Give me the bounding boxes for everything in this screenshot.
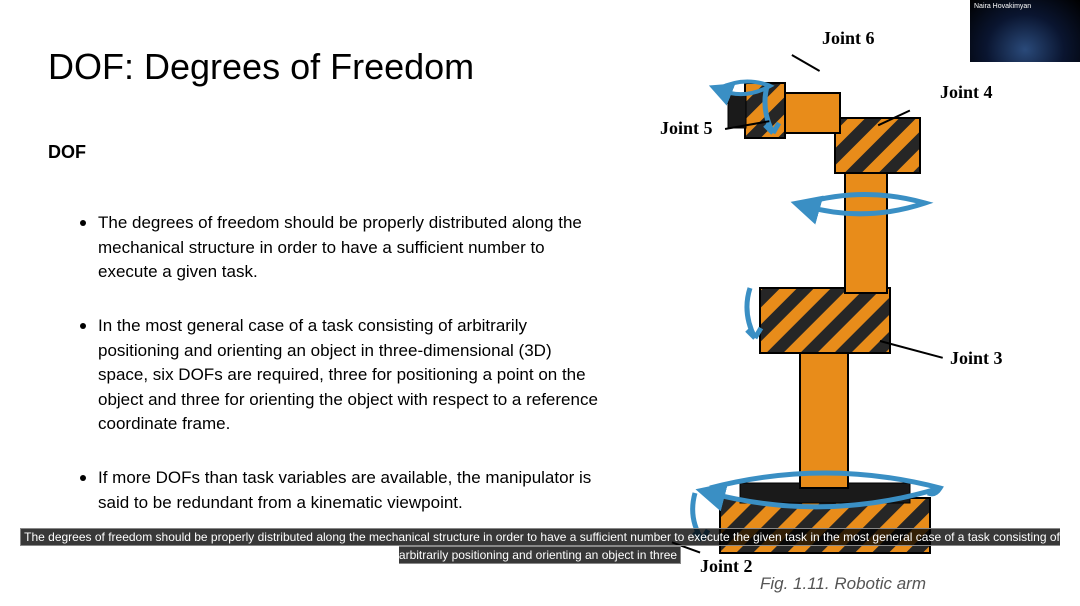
webcam-name-label: Naira Hovakimyan <box>974 3 1031 10</box>
robot-arm-svg <box>650 28 1050 588</box>
joint6-label: Joint 6 <box>822 28 875 49</box>
page-title: DOF: Degrees of Freedom <box>48 46 474 88</box>
live-caption-bar: The degrees of freedom should be properl… <box>0 528 1080 564</box>
joint4-label: Joint 4 <box>940 82 993 103</box>
robot-arm-figure <box>650 28 1050 588</box>
bullet-item: If more DOFs than task variables are ava… <box>98 463 598 515</box>
slide: DOF: Degrees of Freedom DOF The degrees … <box>0 0 1080 606</box>
bullet-list: The degrees of freedom should be properl… <box>78 208 598 541</box>
live-caption-text: The degrees of freedom should be properl… <box>20 528 1060 564</box>
bullet-item: The degrees of freedom should be properl… <box>98 208 598 285</box>
section-heading: DOF <box>48 142 86 163</box>
bullet-item: In the most general case of a task consi… <box>98 311 598 437</box>
figure-caption: Fig. 1.11. Robotic arm <box>760 574 926 594</box>
joint5-label: Joint 5 <box>660 118 713 139</box>
joint3-label: Joint 3 <box>950 348 1003 369</box>
webcam-thumbnail[interactable]: Naira Hovakimyan <box>970 0 1080 62</box>
